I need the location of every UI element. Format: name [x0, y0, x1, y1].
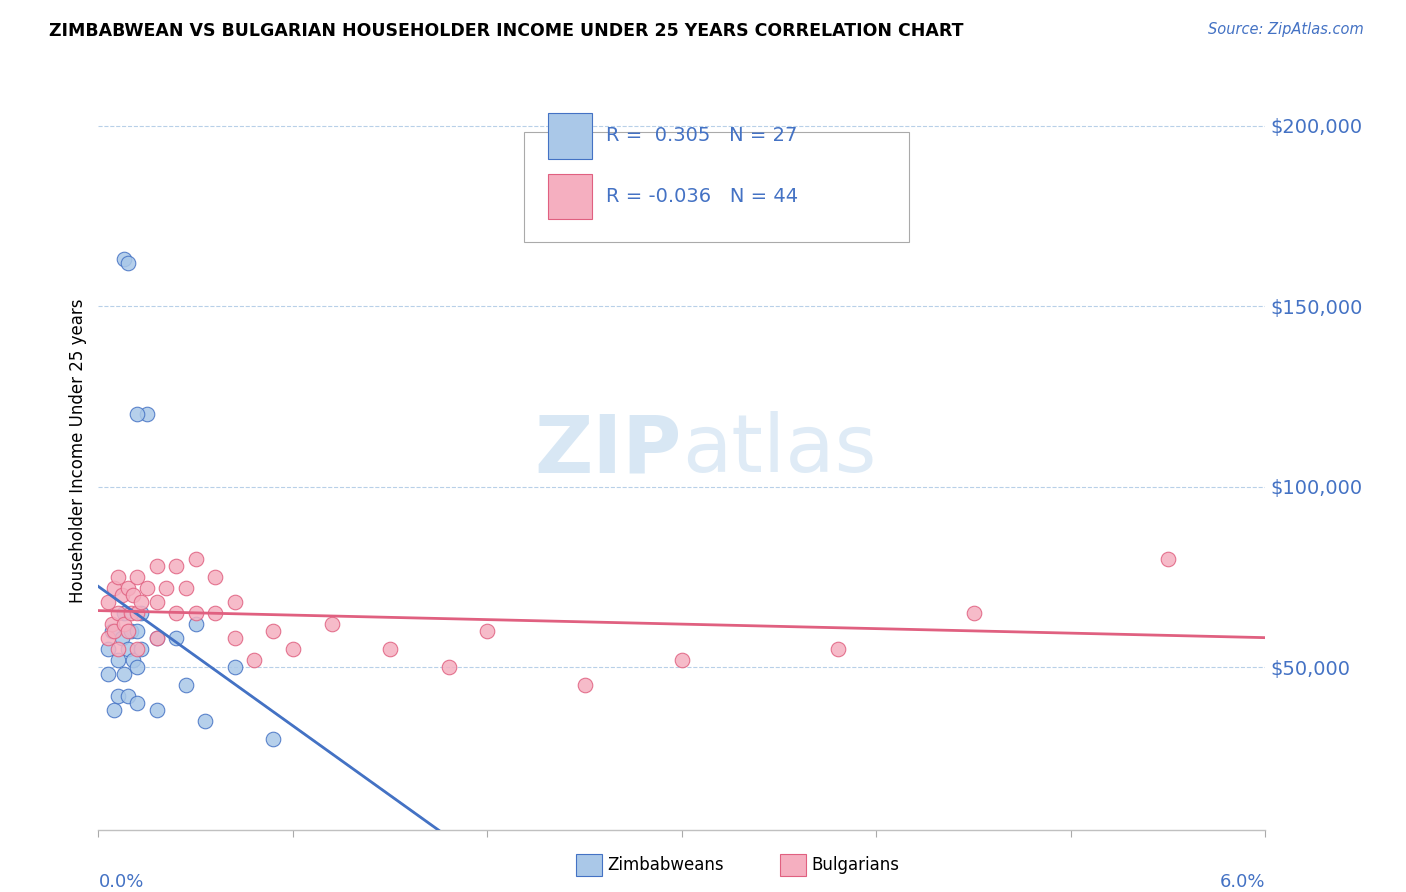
Point [146, 703, 169, 717]
Text: Bulgarians: Bulgarians [811, 856, 900, 874]
Point [146, 559, 169, 574]
Point [146, 631, 169, 645]
Point [129, 642, 152, 657]
Point [477, 624, 499, 638]
Point [243, 653, 266, 667]
Point [112, 252, 135, 266]
Point [117, 624, 139, 638]
Text: ZIMBABWEAN VS BULGARIAN HOUSEHOLDER INCOME UNDER 25 YEARS CORRELATION CHART: ZIMBABWEAN VS BULGARIAN HOUSEHOLDER INCO… [49, 22, 963, 40]
Point [184, 606, 207, 620]
Point [122, 588, 145, 602]
Point [121, 606, 143, 620]
Point [146, 595, 169, 609]
Point [380, 642, 402, 657]
Text: 6.0%: 6.0% [1220, 873, 1265, 891]
Point [112, 667, 135, 681]
Point [1157, 551, 1180, 566]
Point [224, 660, 246, 674]
Point [165, 631, 187, 645]
Point [281, 642, 304, 657]
Point [174, 678, 197, 692]
Point [107, 570, 129, 584]
Point [165, 559, 187, 574]
Point [204, 606, 226, 620]
Point [204, 570, 226, 584]
Text: 0.0%: 0.0% [98, 873, 143, 891]
Point [127, 408, 149, 422]
Point [262, 624, 284, 638]
Point [97, 642, 120, 657]
Point [129, 606, 152, 620]
Point [107, 689, 129, 703]
Point [136, 581, 159, 595]
Y-axis label: Householder Income Under 25 years: Householder Income Under 25 years [69, 298, 87, 603]
Point [111, 631, 134, 645]
Text: Source: ZipAtlas.com: Source: ZipAtlas.com [1208, 22, 1364, 37]
Text: R = -0.036   N = 44: R = -0.036 N = 44 [606, 187, 799, 206]
Point [111, 588, 134, 602]
Point [101, 616, 124, 631]
Point [127, 660, 149, 674]
Point [117, 256, 139, 270]
Point [174, 581, 197, 595]
Point [103, 624, 125, 638]
Point [224, 631, 246, 645]
Point [962, 606, 984, 620]
Point [127, 642, 149, 657]
Point [121, 624, 143, 638]
Point [127, 624, 149, 638]
Point [97, 595, 120, 609]
Point [127, 570, 149, 584]
Point [136, 408, 159, 422]
Text: R =  0.305   N = 27: R = 0.305 N = 27 [606, 127, 797, 145]
Point [117, 581, 139, 595]
Point [103, 581, 125, 595]
Point [117, 689, 139, 703]
Point [184, 551, 207, 566]
Point [827, 642, 849, 657]
FancyBboxPatch shape [524, 132, 910, 242]
Point [129, 595, 152, 609]
Point [165, 606, 187, 620]
Point [574, 678, 596, 692]
Point [122, 653, 145, 667]
Point [146, 631, 169, 645]
Point [184, 616, 207, 631]
Point [107, 606, 129, 620]
Point [321, 616, 343, 631]
Point [224, 595, 246, 609]
Point [101, 624, 124, 638]
Point [671, 653, 693, 667]
Point [117, 642, 139, 657]
Text: atlas: atlas [682, 411, 876, 490]
FancyBboxPatch shape [548, 174, 592, 219]
Text: ZIP: ZIP [534, 411, 682, 490]
Text: Zimbabweans: Zimbabweans [607, 856, 724, 874]
Point [194, 714, 217, 729]
Point [103, 703, 125, 717]
Point [112, 616, 135, 631]
Point [127, 606, 149, 620]
Point [155, 581, 177, 595]
FancyBboxPatch shape [548, 113, 592, 159]
Point [437, 660, 460, 674]
Point [107, 653, 129, 667]
Point [97, 667, 120, 681]
Point [112, 606, 135, 620]
Point [107, 642, 129, 657]
Point [127, 696, 149, 710]
Point [97, 631, 120, 645]
Point [262, 732, 284, 747]
